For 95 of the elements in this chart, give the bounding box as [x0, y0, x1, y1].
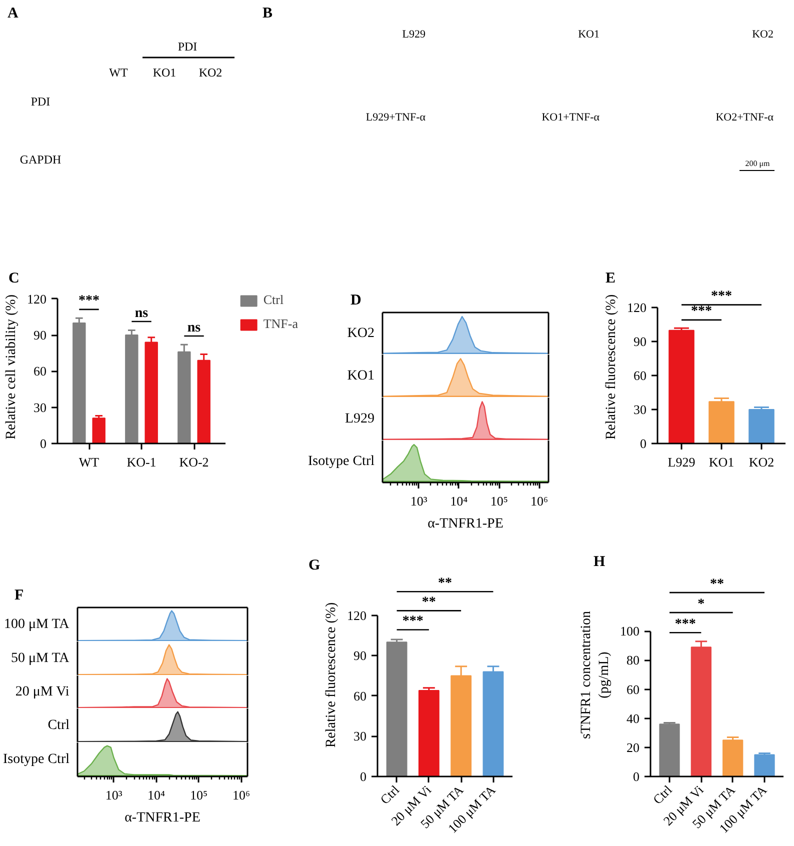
legend-label: Ctrl	[263, 292, 284, 308]
x-tick-label: KO-2	[179, 454, 209, 470]
x-tick-label: 10⁵	[490, 494, 508, 508]
category-label: L929+TNF-α	[366, 112, 426, 124]
y-axis-title: Relative cell viability (%)	[4, 294, 19, 440]
y-axis-title: L929	[344, 412, 375, 426]
y-tick-label: 0	[360, 769, 366, 784]
x-tick-label: 10⁶	[232, 788, 250, 802]
y-tick-label: 0	[633, 769, 640, 784]
chart-title: F	[14, 588, 24, 604]
y-axis-title: KO1	[347, 368, 375, 384]
text: A	[8, 6, 18, 22]
y-axis-title: 20 μM Vi	[15, 684, 70, 700]
x-tick-label: KO-1	[126, 454, 156, 470]
x-tick-label: Ctrl	[650, 782, 676, 808]
category-label: KO1+TNF-α	[542, 112, 600, 124]
y-axis-title: Relative fluorescence (%)	[324, 602, 339, 748]
y-tick-label: 90	[354, 648, 366, 664]
y-tick-label: 60	[634, 368, 646, 384]
bar	[754, 754, 775, 776]
annotation: ns	[134, 306, 149, 321]
y-tick-label: 30	[354, 728, 366, 744]
bar	[708, 401, 734, 444]
y-axis-title: KO2	[347, 326, 375, 341]
y-tick-label: 60	[626, 682, 640, 697]
x-tick-label: 10³	[410, 494, 428, 508]
x-tick-label: L929	[668, 454, 696, 470]
bar	[92, 418, 106, 444]
x-tick-label: 10⁴	[450, 494, 468, 508]
bar	[748, 409, 774, 444]
text: PDI	[178, 40, 198, 54]
text: B	[262, 6, 273, 22]
bar	[418, 690, 440, 776]
x-tick-label: Ctrl	[377, 782, 402, 808]
x-tick-label: 10⁶	[530, 494, 548, 508]
y-tick-label: 30	[34, 400, 46, 415]
y-axis-title: 50 μM TA	[11, 651, 70, 666]
category-label: KO2+TNF-α	[716, 112, 774, 124]
x-tick-label: KO1	[708, 454, 734, 470]
x-axis-title: α-TNFR1-PE	[428, 516, 504, 532]
bar	[668, 330, 694, 444]
annotation: ***	[674, 616, 696, 632]
category-label: L929	[402, 28, 426, 40]
y-tick-label: 60	[34, 364, 46, 379]
category-label: WT	[109, 66, 128, 80]
y-tick-label: 40	[626, 710, 640, 726]
text: *	[698, 596, 705, 612]
y-tick-label: 120	[627, 300, 646, 316]
category-label: KO2	[752, 28, 774, 40]
category-label: KO1	[152, 66, 176, 80]
annotation: ***	[402, 614, 424, 629]
y-tick-label: 20	[626, 740, 640, 755]
text: **	[710, 576, 724, 592]
x-tick-label: KO2	[748, 454, 774, 470]
chart-title: H	[594, 554, 606, 570]
y-tick-label: 0	[40, 436, 46, 451]
y-tick-label: 30	[634, 402, 646, 418]
x-tick-label: WT	[78, 454, 100, 470]
chart-title: D	[350, 292, 362, 308]
bar	[659, 724, 680, 776]
bar	[386, 642, 408, 776]
bar	[722, 740, 744, 776]
x-tick-label: 10⁵	[190, 788, 208, 802]
text: **	[438, 576, 452, 591]
y-tick-label: 90	[34, 328, 46, 343]
y-axis-title: Isotype Ctrl	[3, 752, 70, 767]
text: 200 μm	[745, 159, 771, 168]
category-label: KO2	[198, 66, 222, 80]
y-axis-title: 100 μM TA	[4, 617, 70, 632]
x-axis-title: α-TNFR1-PE	[124, 810, 200, 826]
y-axis-title: Relative fluorescence (%)	[604, 294, 619, 440]
annotation: ns	[187, 320, 202, 336]
text: GAPDH	[20, 152, 62, 166]
y-axis-title: Isotype Ctrl	[308, 454, 375, 469]
annotation: ***	[691, 304, 712, 320]
y-tick-label: 120	[347, 608, 366, 623]
chart-title: G	[308, 558, 320, 574]
x-tick-label: 10⁴	[148, 788, 166, 802]
text: **	[422, 594, 436, 610]
text: PDI	[30, 94, 50, 108]
y-tick-label: 0	[640, 436, 646, 451]
category-label: KO1	[578, 28, 600, 40]
y-tick-label: 60	[354, 688, 366, 704]
y-axis-title: Ctrl	[48, 718, 70, 733]
chart-title: E	[606, 270, 616, 286]
y-tick-label: 100	[620, 624, 640, 639]
annotation: ***	[78, 294, 100, 309]
y-tick-label: 80	[626, 652, 640, 668]
legend-label: TNF-a	[263, 316, 298, 332]
text: ***	[711, 289, 732, 304]
chart-title: C	[8, 270, 20, 286]
y-tick-label: 90	[634, 334, 646, 350]
y-tick-label: 120	[27, 291, 46, 306]
x-tick-label: 10³	[105, 788, 122, 802]
y-axis-title: sTNFR1 concentration (pg/mL)	[579, 611, 612, 739]
